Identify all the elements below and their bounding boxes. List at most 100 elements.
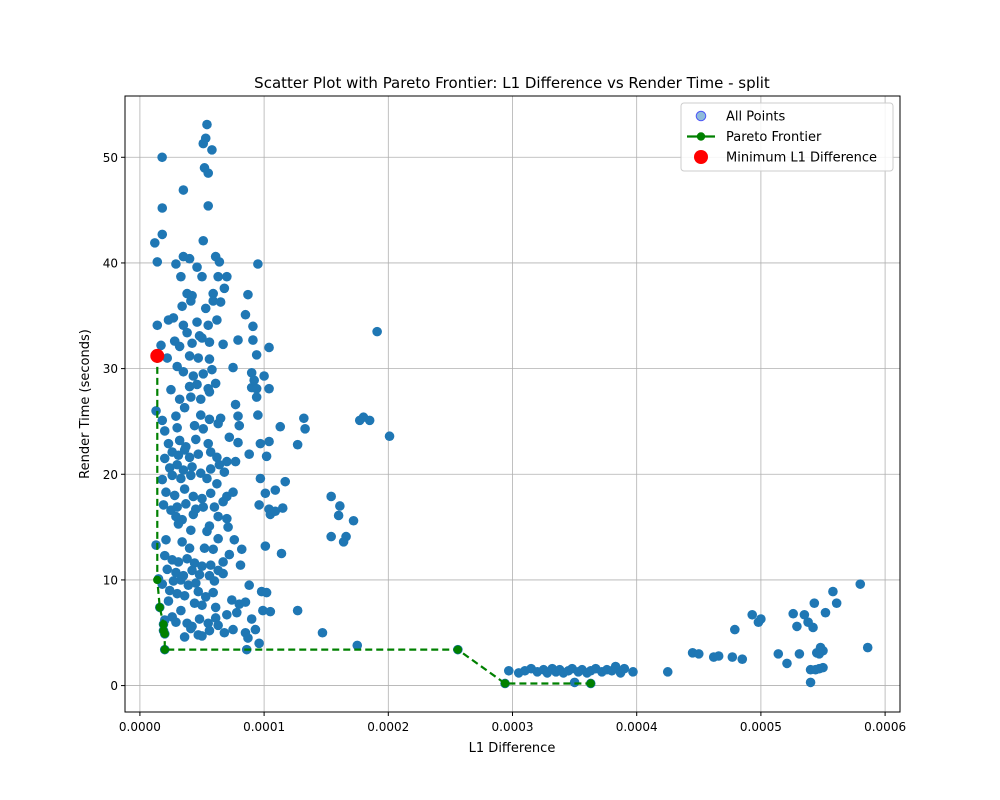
data-point: [208, 587, 218, 598]
data-point: [204, 354, 215, 364]
x-tick-label: 0.0003: [492, 720, 534, 734]
data-point: [828, 586, 838, 597]
data-point: [184, 452, 195, 463]
data-point: [182, 327, 192, 338]
data-point: [208, 288, 218, 299]
data-point: [233, 437, 243, 448]
x-tick-label: 0.0000: [119, 720, 161, 734]
data-point: [171, 259, 181, 269]
data-point: [230, 399, 241, 410]
data-point: [259, 371, 269, 381]
data-point: [173, 557, 184, 567]
data-point: [161, 534, 171, 545]
data-point: [233, 335, 243, 345]
data-point: [171, 567, 181, 578]
data-point: [168, 313, 179, 323]
data-point: [195, 394, 206, 405]
data-point: [214, 459, 225, 470]
data-point: [224, 549, 235, 560]
data-point: [187, 338, 197, 349]
data-point: [224, 432, 235, 443]
data-point: [205, 464, 216, 474]
data-point: [253, 259, 263, 269]
pareto-point: [153, 575, 162, 585]
x-tick-label: 0.0006: [864, 720, 906, 734]
data-point: [203, 438, 214, 449]
data-point: [176, 271, 186, 282]
data-point: [280, 476, 291, 487]
data-point: [248, 321, 258, 332]
data-point: [159, 453, 170, 464]
data-point: [177, 301, 187, 312]
data-point: [218, 557, 228, 567]
data-point: [255, 473, 266, 484]
data-point: [178, 185, 189, 195]
data-point: [193, 449, 204, 459]
data-point: [152, 257, 163, 267]
data-point: [177, 537, 187, 547]
data-point: [372, 326, 382, 337]
grid-lines: [125, 96, 900, 712]
data-point: [179, 590, 190, 601]
legend: All Points Pareto Frontier Minimum L1 Diff…: [680, 102, 894, 172]
data-point: [173, 519, 184, 529]
data-point: [713, 651, 724, 661]
data-point: [240, 597, 251, 607]
minimum-l1-marker: [150, 348, 165, 363]
pareto-point: [500, 679, 510, 688]
data-point: [222, 271, 232, 282]
data-point: [808, 622, 818, 633]
x-tick-label: 0.0002: [367, 720, 409, 734]
data-point: [254, 500, 264, 510]
data-point: [203, 320, 214, 331]
data-point: [820, 607, 831, 618]
data-point: [235, 560, 246, 570]
data-point: [258, 605, 268, 616]
pareto-point: [160, 645, 169, 654]
data-point: [161, 487, 171, 498]
data-point: [190, 434, 201, 445]
legend-pareto-marker: [696, 132, 706, 141]
data-point: [218, 496, 228, 507]
data-point: [730, 624, 740, 635]
data-point: [189, 598, 200, 608]
data-point: [254, 638, 264, 649]
x-axis-label: L1 Difference: [469, 741, 556, 756]
data-point: [174, 341, 185, 352]
data-point: [164, 585, 175, 596]
data-point: [158, 500, 169, 510]
data-point: [277, 503, 288, 513]
data-point: [189, 558, 200, 568]
data-point: [186, 623, 196, 634]
data-point: [151, 540, 161, 550]
data-point: [169, 490, 180, 501]
data-point: [233, 411, 243, 421]
data-point: [773, 649, 784, 659]
data-point: [212, 452, 222, 463]
data-point: [210, 378, 221, 389]
x-tick-label: 0.0001: [243, 720, 285, 734]
data-point: [157, 474, 168, 485]
data-point: [292, 439, 303, 450]
data-point: [159, 426, 170, 436]
data-point: [619, 663, 630, 674]
data-point: [198, 369, 209, 379]
data-point: [261, 451, 272, 462]
data-point: [176, 575, 186, 585]
data-point: [209, 502, 220, 512]
data-point: [335, 501, 345, 511]
data-point: [197, 631, 207, 641]
data-point: [172, 422, 182, 433]
data-point: [264, 436, 274, 447]
data-point: [794, 649, 805, 659]
data-point: [338, 537, 349, 547]
y-tick-label: 20: [103, 468, 118, 482]
data-point: [799, 609, 810, 620]
data-point: [352, 640, 363, 651]
data-point: [188, 371, 199, 381]
data-point: [253, 410, 263, 420]
data-point: [197, 271, 207, 282]
data-point: [792, 621, 802, 632]
data-point: [248, 335, 258, 345]
pareto-point: [453, 645, 463, 654]
